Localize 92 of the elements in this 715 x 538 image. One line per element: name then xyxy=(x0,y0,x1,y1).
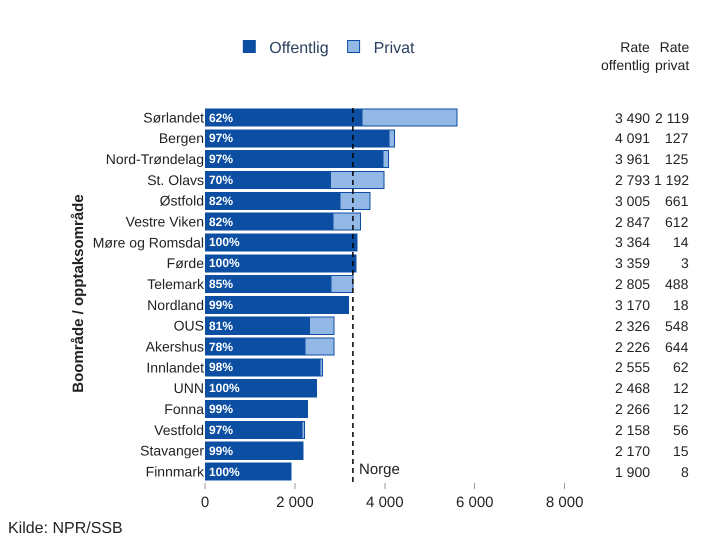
data-label: 3 961 xyxy=(615,151,650,167)
annotation: 99% xyxy=(209,402,234,416)
data-label: 8 xyxy=(681,464,689,480)
text: Rate privat xyxy=(655,39,690,74)
data-label: 15 xyxy=(673,443,689,459)
y-tick-label: Østfold xyxy=(160,192,204,209)
ref-line-label: Norge xyxy=(359,461,400,478)
data-label: 3 170 xyxy=(615,297,650,313)
x-tick-label: 6 000 xyxy=(456,494,494,511)
annotation: 97% xyxy=(209,152,234,166)
annotation: 81% xyxy=(209,319,234,333)
data-label: 2 805 xyxy=(615,276,650,292)
data-label: 548 xyxy=(665,318,689,334)
y-tick-label: Akershus xyxy=(146,338,204,355)
legend-label: Offentlig xyxy=(269,40,329,57)
data-label: 2 226 xyxy=(615,339,650,355)
data-label: 2 119 xyxy=(655,110,690,126)
text: Rate offentlig xyxy=(601,39,650,74)
x-tick-label: 4 000 xyxy=(366,494,404,511)
y-tick-label: Fonna xyxy=(164,401,204,417)
data-label: 4 091 xyxy=(615,130,650,146)
data-label: 3 xyxy=(681,255,689,271)
data-label: 3 359 xyxy=(615,255,650,271)
y-tick-label: OUS xyxy=(174,318,204,334)
bar xyxy=(205,400,308,418)
data-label: 2 326 xyxy=(615,318,650,334)
annotation: 100% xyxy=(209,381,240,395)
data-label: 127 xyxy=(665,130,689,146)
y-tick-label: Bergen xyxy=(158,130,204,146)
legend-label: Privat xyxy=(374,40,416,57)
annotation: 98% xyxy=(209,360,234,374)
y-tick-label: Møre og Romsdal xyxy=(92,234,204,250)
y-tick-label: Sørlandet xyxy=(143,109,204,126)
annotation: 62% xyxy=(209,111,234,125)
data-label: 2 793 xyxy=(615,172,650,188)
data-label: 661 xyxy=(665,193,689,209)
data-label: 1 192 xyxy=(654,172,690,188)
data-label: 62 xyxy=(673,359,689,375)
data-label: 2 158 xyxy=(615,422,650,438)
bar xyxy=(205,233,357,252)
text: Kilde: NPR/SSB xyxy=(8,520,123,537)
data-label: 2 555 xyxy=(615,359,650,375)
y-tick-label: Førde xyxy=(166,255,204,272)
x-tick-label: 8 000 xyxy=(546,494,584,511)
annotation: 70% xyxy=(209,173,234,187)
data-label: 612 xyxy=(665,214,689,230)
data-label: 14 xyxy=(673,234,689,250)
data-label: 125 xyxy=(665,151,689,167)
data-label: 3 005 xyxy=(615,193,650,209)
data-label: 3 364 xyxy=(615,234,650,250)
data-label: 488 xyxy=(665,276,689,292)
bar xyxy=(205,420,303,439)
y-tick-label: Innlandet xyxy=(146,359,204,376)
y-tick-label: Vestre Viken xyxy=(126,214,204,230)
annotation: 82% xyxy=(209,194,234,208)
annotation: 100% xyxy=(209,256,240,270)
bar xyxy=(205,442,304,460)
y-axis-title: Boområde / opptaksområde xyxy=(70,194,87,393)
data-label: 644 xyxy=(665,339,689,355)
annotation: 99% xyxy=(209,444,234,458)
data-label: 56 xyxy=(673,422,689,438)
bar xyxy=(205,254,356,272)
data-label: 12 xyxy=(673,401,689,417)
annotation: 78% xyxy=(209,340,234,354)
bar xyxy=(205,358,320,376)
x-tick-label: 2 000 xyxy=(276,494,314,511)
annotation: 99% xyxy=(209,298,234,312)
bar xyxy=(205,296,348,314)
y-tick-label: Stavanger xyxy=(140,442,204,459)
data-label: 1 900 xyxy=(615,464,650,480)
annotation: 97% xyxy=(209,131,234,145)
y-tick-label: St. Olavs xyxy=(147,172,204,188)
bar xyxy=(205,379,316,398)
x-tick-label: 0 xyxy=(200,494,210,511)
annotation: 100% xyxy=(209,465,240,479)
data-label: 2 266 xyxy=(615,401,650,417)
data-label: 2 170 xyxy=(615,443,650,459)
y-tick-label: Vestfold xyxy=(154,422,204,438)
data-label: 3 490 xyxy=(615,110,650,126)
annotation: 82% xyxy=(209,215,234,229)
annotation: 85% xyxy=(209,277,234,291)
y-tick-label: UNN xyxy=(174,380,204,396)
data-label: 18 xyxy=(673,297,689,313)
y-tick-label: Finnmark xyxy=(146,463,205,480)
data-label: 2 468 xyxy=(615,380,650,396)
data-label: 2 847 xyxy=(615,214,650,230)
annotation: 100% xyxy=(209,235,240,249)
y-tick-label: Nordland xyxy=(147,296,204,313)
y-tick-label: Nord-Trøndelag xyxy=(106,151,204,168)
annotation: 97% xyxy=(209,423,234,437)
y-tick-label: Telemark xyxy=(147,276,205,292)
data-label: 12 xyxy=(673,380,689,396)
